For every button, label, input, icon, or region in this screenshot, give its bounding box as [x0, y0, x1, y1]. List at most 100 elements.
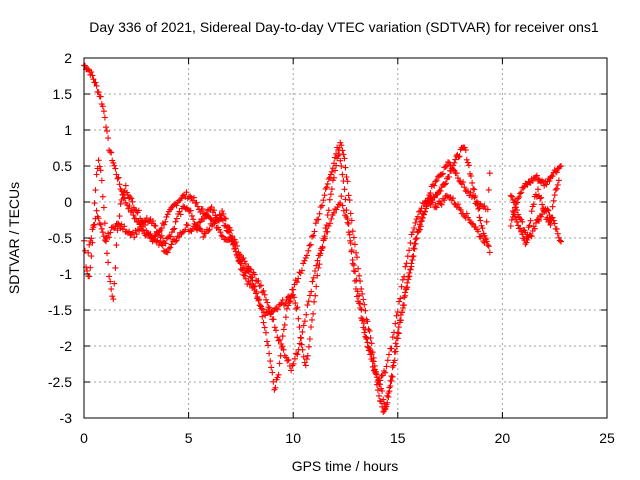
data-point: [551, 220, 558, 227]
data-point: [291, 355, 298, 362]
data-point: [205, 227, 212, 234]
data-point: [284, 357, 291, 364]
data-point: [433, 204, 440, 211]
data-point: [543, 181, 550, 188]
data-point: [528, 208, 535, 215]
y-tick-label: 1.5: [53, 86, 73, 102]
data-point: [412, 219, 419, 226]
data-point: [464, 159, 471, 166]
data-point: [392, 320, 399, 327]
data-point: [307, 241, 314, 248]
data-point: [456, 153, 463, 160]
data-point: [311, 298, 318, 305]
data-point: [330, 209, 337, 216]
data-point: [463, 156, 470, 163]
data-point: [516, 194, 523, 201]
data-point: [539, 177, 546, 184]
data-point: [97, 221, 104, 228]
data-point: [349, 257, 356, 263]
data-point: [285, 356, 292, 363]
data-point: [362, 326, 369, 333]
data-point: [260, 319, 267, 326]
data-point: [234, 242, 241, 249]
data-point: [484, 206, 491, 213]
data-point: [324, 180, 331, 187]
data-point: [316, 261, 323, 268]
data-point: [135, 226, 141, 233]
data-point: [222, 215, 229, 222]
data-point: [279, 343, 286, 350]
data-point: [365, 347, 372, 354]
data-point: [533, 172, 540, 179]
data-point: [305, 298, 312, 305]
data-point: [104, 128, 110, 135]
data-point: [283, 296, 290, 303]
data-point: [485, 243, 492, 250]
data-point: [306, 292, 313, 299]
data-point: [360, 296, 367, 303]
data-point: [276, 336, 283, 343]
data-point: [158, 232, 165, 239]
data-point: [216, 211, 223, 218]
data-point: [291, 294, 298, 301]
data-point: [382, 369, 389, 376]
data-point: [364, 343, 371, 350]
data-point: [105, 135, 112, 142]
data-point: [388, 345, 395, 352]
data-point: [118, 196, 125, 203]
data-point: [211, 207, 218, 214]
x-tick-label: 15: [390, 430, 406, 446]
data-point: [410, 253, 417, 260]
data-point: [507, 192, 514, 199]
data-point: [128, 195, 135, 202]
data-point: [519, 231, 526, 238]
data-point: [341, 155, 348, 162]
data-point: [99, 229, 106, 236]
data-point: [337, 157, 344, 164]
data-point: [486, 249, 493, 256]
data-point: [280, 326, 287, 333]
data-point: [551, 192, 558, 199]
data-point: [257, 302, 264, 309]
data-point: [536, 176, 542, 183]
data-point: [532, 174, 539, 180]
data-point: [168, 229, 175, 236]
y-tick-label: -2: [60, 338, 73, 354]
data-point: [110, 296, 117, 303]
data-point: [342, 164, 349, 171]
data-point: [111, 162, 118, 169]
data-point: [355, 292, 362, 299]
data-point: [535, 186, 541, 193]
data-point: [401, 294, 408, 301]
data-point: [398, 283, 405, 290]
data-point: [255, 277, 262, 284]
data-point: [227, 227, 234, 234]
data-point: [549, 173, 556, 180]
data-point: [112, 264, 119, 271]
data-point: [432, 178, 439, 185]
data-point: [390, 362, 397, 369]
data-point: [182, 226, 189, 233]
data-point: [476, 214, 483, 221]
data-point: [171, 225, 178, 232]
data-point: [267, 358, 274, 365]
data-point: [452, 156, 459, 163]
data-point: [515, 195, 522, 202]
data-point: [461, 184, 468, 191]
data-point: [526, 222, 533, 229]
data-point: [82, 247, 88, 254]
y-tick-label: -2.5: [48, 374, 72, 390]
data-point: [219, 208, 226, 214]
y-tick-label: -3: [60, 410, 73, 426]
data-point: [348, 217, 355, 224]
data-point: [280, 346, 287, 353]
data-point: [359, 316, 366, 322]
data-point: [383, 363, 390, 370]
data-point: [162, 218, 169, 225]
data-point: [167, 233, 174, 240]
data-point: [366, 327, 373, 334]
data-point: [376, 392, 382, 399]
data-point: [512, 196, 518, 203]
data-point: [351, 241, 358, 248]
data-point: [344, 219, 351, 226]
